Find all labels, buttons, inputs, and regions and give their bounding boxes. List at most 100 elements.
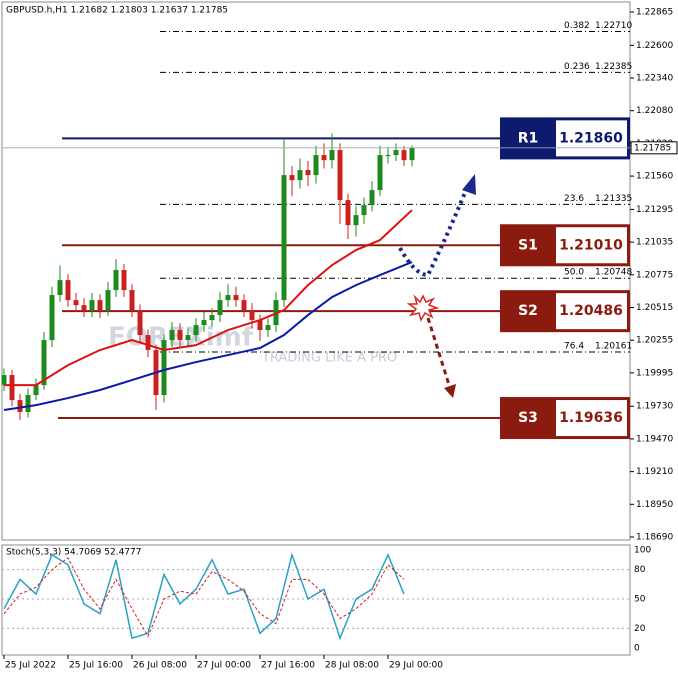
y-tick-label: 1.19730	[636, 402, 673, 412]
candle-body	[281, 175, 287, 301]
candle-body	[49, 295, 55, 341]
stoch-tick-label: 50	[634, 595, 646, 605]
level-price: 1.21010	[559, 237, 623, 253]
candle-body	[113, 270, 119, 291]
candle-body	[9, 375, 15, 401]
arrowhead	[462, 174, 476, 195]
candle-body	[169, 330, 175, 341]
candle-body	[57, 280, 63, 296]
y-tick-label: 1.18950	[636, 500, 673, 510]
y-tick-label: 1.20775	[636, 270, 673, 280]
candle-body	[361, 205, 367, 216]
candle-body	[337, 150, 343, 201]
breakout-icon	[406, 294, 440, 322]
candle-body	[377, 155, 383, 191]
fib-price: 1.22710	[595, 21, 632, 31]
y-tick-label: 1.21035	[636, 238, 673, 248]
candle-body	[161, 340, 167, 396]
x-tick-label: 27 Jul 00:00	[197, 661, 251, 671]
candle-body	[409, 147, 415, 161]
fib-ratio: 76.4	[564, 342, 584, 352]
fib-ratio: 0.382	[564, 21, 590, 31]
x-tick-label: 28 Jul 08:00	[325, 661, 379, 671]
y-tick-label: 1.18690	[636, 533, 673, 543]
y-tick-label: 1.22865	[636, 8, 673, 18]
level-name: S2	[518, 303, 538, 319]
candle-body	[217, 300, 223, 316]
candle-body	[321, 155, 327, 161]
candle-body	[129, 290, 135, 311]
candle-body	[185, 335, 191, 341]
level-price: 1.21860	[559, 130, 623, 146]
candle-body	[177, 330, 183, 341]
x-tick-label: 29 Jul 00:00	[389, 661, 443, 671]
x-tick-label: 25 Jul 2022	[5, 661, 56, 671]
candle-body	[17, 400, 23, 413]
level-price: 1.19636	[559, 410, 623, 426]
indicator-title: Stoch(5,3,3) 54.7069 52.4777	[6, 548, 141, 558]
candle-body	[193, 325, 199, 336]
candle-body	[25, 395, 31, 413]
candle-body	[225, 295, 231, 301]
chart-title: GBPUSD.h,H1 1.21682 1.21803 1.21637 1.21…	[6, 6, 228, 16]
price-pane	[1, 1, 631, 541]
arrowhead	[444, 384, 456, 398]
y-tick-label: 1.21295	[636, 205, 673, 215]
fib-price: 1.20748	[595, 268, 632, 278]
candle-body	[121, 270, 127, 291]
candle-body	[41, 340, 47, 386]
stoch-tick-label: 80	[634, 565, 646, 575]
x-tick-label: 26 Jul 08:00	[133, 661, 187, 671]
y-tick-label: 1.19995	[636, 368, 673, 378]
stoch-tick-label: 20	[634, 624, 646, 634]
y-tick-label: 1.20515	[636, 303, 673, 313]
fib-price: 1.20161	[595, 342, 632, 352]
watermark-tagline: TRADING LIKE A PRO	[261, 351, 397, 366]
candle-body	[33, 385, 39, 396]
last-price-box	[630, 141, 678, 155]
candle-body	[265, 325, 271, 331]
level-price-box	[556, 400, 627, 437]
level-name: S3	[518, 410, 538, 426]
candle-body	[289, 175, 295, 181]
fib-price: 1.21335	[595, 194, 632, 204]
candle-body	[65, 280, 71, 301]
candle-body	[145, 335, 151, 351]
y-tick-label: 1.19470	[636, 434, 673, 444]
level-price-box	[556, 120, 627, 157]
fib-ratio: 23.6	[564, 194, 584, 204]
y-tick-label: 1.22600	[636, 41, 673, 51]
candle-body	[233, 295, 239, 301]
candle-body	[89, 300, 95, 311]
stoch-main	[3, 552, 405, 641]
candle-body	[305, 170, 311, 176]
level-price: 1.20486	[559, 303, 623, 319]
bearish-arrow	[426, 317, 452, 389]
candle-body	[241, 300, 247, 311]
candle-body	[249, 310, 255, 321]
level-price-box	[556, 227, 627, 264]
marks: 1.228651.226001.223401.220801.218201.215…	[1, 8, 678, 671]
candle-body	[297, 170, 303, 181]
stoch-pane	[1, 544, 631, 656]
candle-body	[313, 155, 319, 176]
y-tick-label: 1.22340	[636, 74, 673, 84]
stoch-tick-label: 100	[634, 546, 651, 556]
moving-average	[4, 209, 413, 387]
candle-body	[73, 300, 79, 306]
candle-body	[369, 190, 375, 206]
stoch-signal	[3, 557, 405, 638]
moving-average	[3, 261, 413, 411]
x-tick-label: 25 Jul 16:00	[69, 661, 123, 671]
candle-body	[393, 150, 399, 156]
candle-body	[201, 320, 207, 326]
last-price-label: 1.21785	[634, 143, 671, 153]
level-name: R1	[518, 130, 539, 146]
bullish-arrow	[398, 184, 470, 278]
y-tick-label: 1.21560	[636, 172, 673, 182]
candle-body	[105, 290, 111, 311]
y-tick-label: 1.20255	[636, 336, 673, 346]
x-tick-label: 27 Jul 16:00	[261, 661, 315, 671]
candle-body	[81, 305, 87, 311]
